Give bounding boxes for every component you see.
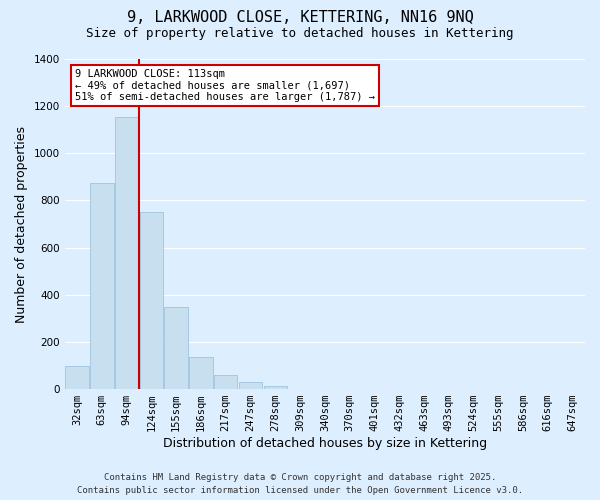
Y-axis label: Number of detached properties: Number of detached properties: [15, 126, 28, 322]
Bar: [214, 375, 238, 389]
Bar: [115, 117, 139, 389]
Bar: [90, 183, 113, 389]
Bar: [140, 212, 163, 389]
Text: 9 LARKWOOD CLOSE: 113sqm
← 49% of detached houses are smaller (1,697)
51% of sem: 9 LARKWOOD CLOSE: 113sqm ← 49% of detach…: [75, 69, 375, 102]
Bar: [65, 366, 89, 389]
Bar: [239, 382, 262, 389]
X-axis label: Distribution of detached houses by size in Kettering: Distribution of detached houses by size …: [163, 437, 487, 450]
Text: Contains HM Land Registry data © Crown copyright and database right 2025.
Contai: Contains HM Land Registry data © Crown c…: [77, 474, 523, 495]
Bar: [263, 386, 287, 389]
Bar: [189, 358, 213, 389]
Bar: [164, 306, 188, 389]
Text: Size of property relative to detached houses in Kettering: Size of property relative to detached ho…: [86, 28, 514, 40]
Text: 9, LARKWOOD CLOSE, KETTERING, NN16 9NQ: 9, LARKWOOD CLOSE, KETTERING, NN16 9NQ: [127, 10, 473, 25]
